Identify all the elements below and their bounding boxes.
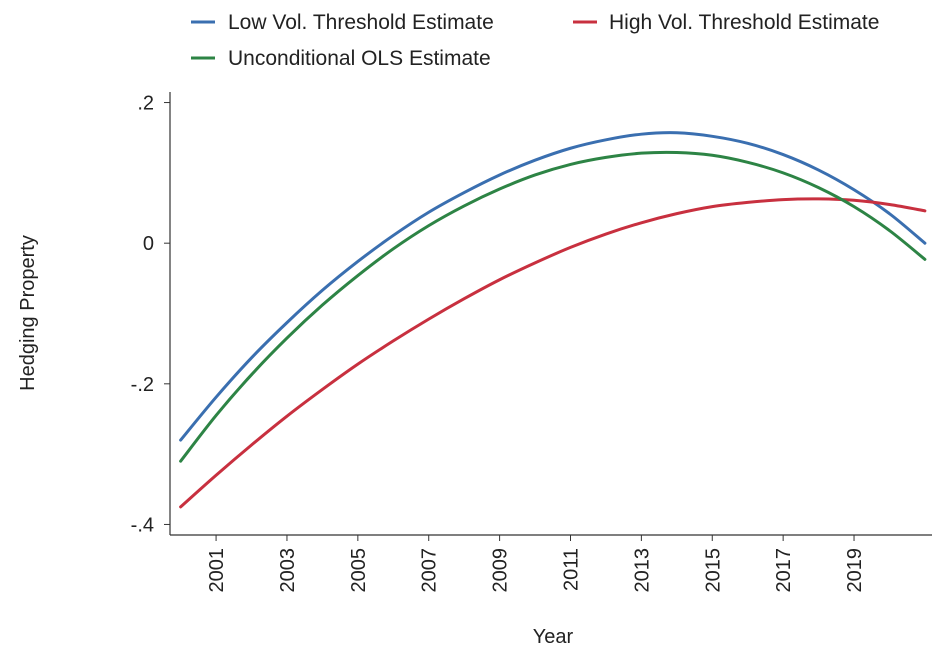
- legend: Low Vol. Threshold Estimate High Vol. Th…: [191, 11, 879, 70]
- legend-item-high-vol: High Vol. Threshold Estimate: [573, 11, 879, 34]
- series-line-low-vol-threshold-estimate: [179, 131, 927, 442]
- x-tick-label: 2019: [844, 548, 866, 593]
- y-tick-label: -.4: [131, 514, 154, 536]
- legend-label-ols: Unconditional OLS Estimate: [228, 47, 491, 70]
- x-tick-label: 2013: [631, 548, 653, 593]
- y-tick-label: .2: [137, 93, 154, 115]
- x-tick-label: 2003: [277, 548, 299, 593]
- x-tick-label: 2011: [560, 548, 582, 591]
- legend-item-low-vol: Low Vol. Threshold Estimate: [191, 11, 494, 34]
- y-tick-label: -.2: [131, 374, 154, 396]
- y-ticks: -.4 -.2 0 .2: [131, 93, 170, 536]
- x-tick-label: 2015: [702, 548, 724, 593]
- x-tick-label: 2007: [419, 548, 441, 593]
- x-ticks: 2001 2003 2005 2007 2009 2011 2013 2015 2017 2019: [206, 535, 866, 593]
- y-axis-title: Hedging Property: [17, 235, 39, 391]
- x-tick-label: 2005: [348, 548, 370, 593]
- legend-label-high-vol: High Vol. Threshold Estimate: [609, 11, 879, 34]
- legend-item-ols: Unconditional OLS Estimate: [191, 47, 491, 70]
- legend-label-low-vol: Low Vol. Threshold Estimate: [228, 11, 494, 34]
- x-tick-label: 2009: [490, 548, 512, 593]
- x-tick-label: 2017: [773, 548, 795, 593]
- series-lines: [179, 131, 927, 509]
- series-line-high-vol-threshold-estimate: [179, 197, 927, 509]
- x-axis-title: Year: [533, 626, 574, 647]
- series-line-unconditional-ols-estimate: [179, 150, 927, 463]
- x-tick-label: 2001: [206, 548, 228, 593]
- y-tick-label: 0: [143, 233, 154, 255]
